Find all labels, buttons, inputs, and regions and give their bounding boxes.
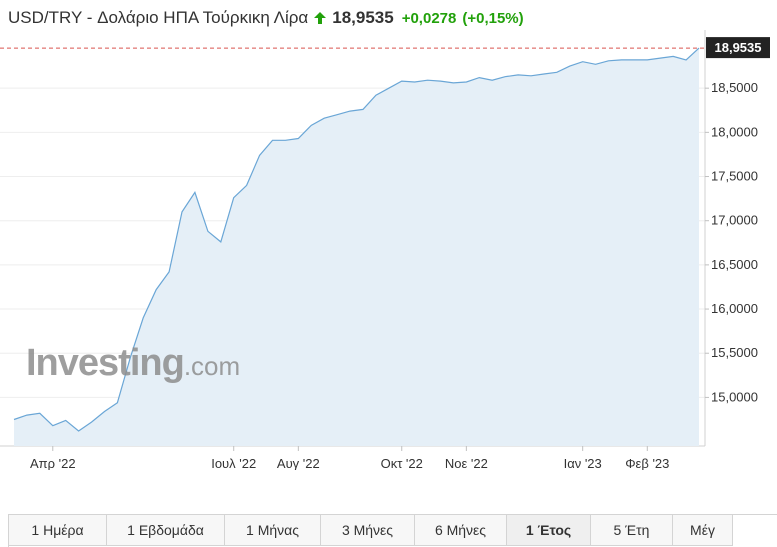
y-tick-label: 17,0000 bbox=[711, 213, 758, 228]
y-tick-label: 18,5000 bbox=[711, 80, 758, 95]
x-tick-label: Νοε '22 bbox=[445, 456, 488, 470]
y-tick-label: 18,0000 bbox=[711, 124, 758, 139]
timeframe-tab[interactable]: 5 Έτη bbox=[591, 515, 673, 546]
timeframe-tab[interactable]: Μέγ bbox=[673, 515, 733, 546]
x-tick-label: Φεβ '23 bbox=[625, 456, 669, 470]
y-tick-label: 16,0000 bbox=[711, 301, 758, 316]
last-price: 18,9535 bbox=[332, 8, 394, 27]
x-axis: Απρ '22 Ιουλ '22 Αυγ '22 Οκτ '22 Νοε '22 Ιαν … bbox=[30, 446, 669, 470]
y-axis: 15,0000 15,5000 16,0000 16,5000 17,0000 17,50… bbox=[705, 80, 758, 404]
x-tick-label: Ιουλ '22 bbox=[211, 456, 256, 470]
title-row: USD/TRY - Δολάριο ΗΠΑ Τούρκικη Λίρα 18,9… bbox=[8, 6, 524, 30]
up-arrow-icon bbox=[314, 12, 327, 24]
timeframe-tab[interactable]: 3 Μήνες bbox=[321, 515, 415, 546]
price-chart[interactable]: 15,0000 15,5000 16,0000 16,5000 17,0000 17,50… bbox=[0, 30, 777, 470]
timeframe-tab[interactable]: 6 Μήνες bbox=[415, 515, 507, 546]
x-tick-label: Απρ '22 bbox=[30, 456, 76, 470]
x-tick-label: Οκτ '22 bbox=[381, 456, 423, 470]
timeframe-tab[interactable]: 1 Εβδομάδα bbox=[107, 515, 225, 546]
timeframe-tab[interactable]: 1 Ημέρα bbox=[9, 515, 107, 546]
x-tick-label: Αυγ '22 bbox=[277, 456, 320, 470]
timeframe-tab[interactable]: 1 Μήνας bbox=[225, 515, 321, 546]
x-tick-label: Ιαν '23 bbox=[564, 456, 602, 470]
y-tick-label: 15,5000 bbox=[711, 345, 758, 360]
y-tick-label: 17,5000 bbox=[711, 169, 758, 184]
area-fill bbox=[14, 48, 699, 446]
last-price-label-text: 18,9535 bbox=[715, 40, 762, 55]
timeframe-tab[interactable]: 1 Έτος bbox=[507, 515, 591, 546]
timeframe-tabs: 1 Ημέρα 1 Εβδομάδα 1 Μήνας 3 Μήνες 6 Μήνες 1 … bbox=[8, 514, 777, 547]
last-price-label: 18,9535 bbox=[706, 37, 770, 59]
price-change-percent: (+0,15%) bbox=[462, 9, 524, 27]
instrument-title: USD/TRY - Δολάριο ΗΠΑ Τούρκικη Λίρα bbox=[8, 8, 309, 27]
y-tick-label: 15,0000 bbox=[711, 389, 758, 404]
price-change: +0,0278 bbox=[401, 9, 457, 27]
price-line bbox=[13, 47, 700, 432]
y-tick-label: 16,5000 bbox=[711, 257, 758, 272]
